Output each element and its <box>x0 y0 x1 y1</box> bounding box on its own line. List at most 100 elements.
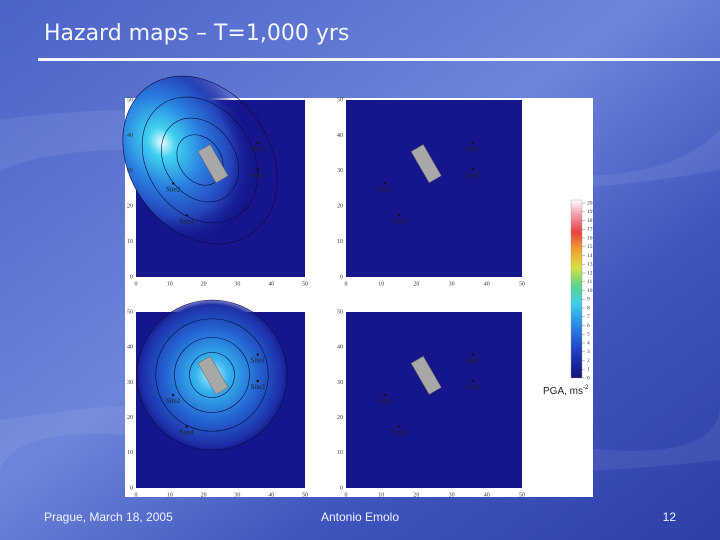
site-marker <box>383 182 386 185</box>
map: 00 10 10 20 20 30 30 40 40 50 50 Site1 Site2 Site3 Sit… <box>122 75 308 287</box>
contour <box>122 75 278 245</box>
site-marker <box>256 141 259 144</box>
x-tick-label: 40 <box>484 281 490 287</box>
colorbar-tick-label: 2 <box>587 358 590 364</box>
site-marker <box>171 182 175 185</box>
site-label: Site3 <box>250 383 265 391</box>
colorbar-tick-label: 1 <box>587 367 590 373</box>
x-tick-label: 50 <box>519 281 525 287</box>
site-marker <box>471 168 474 171</box>
x-tick-label: 30 <box>234 281 240 287</box>
colorbar-tick-label: 6 <box>587 323 590 329</box>
colorbar-tick-label: 14 <box>587 253 593 259</box>
x-tick-label: 30 <box>234 492 240 498</box>
y-tick-label: 40 <box>127 133 133 139</box>
x-tick-label: 40 <box>268 492 274 498</box>
colorbar <box>570 199 583 379</box>
colorbar-tick-label: 12 <box>587 270 593 276</box>
y-tick-label: 40 <box>337 133 343 139</box>
colorbar-tick-label: 5 <box>587 332 590 338</box>
y-tick-label: 20 <box>337 415 343 421</box>
x-tick-label: 40 <box>268 281 274 287</box>
colorbar-tick-label: 15 <box>587 244 593 250</box>
y-tick-label: 30 <box>337 168 343 174</box>
x-tick-label: 20 <box>201 281 207 287</box>
x-tick-label: 50 <box>302 492 308 498</box>
site-label: Site1 <box>466 145 481 153</box>
colorbar-tick-label: 3 <box>587 349 590 355</box>
site-marker <box>185 214 188 217</box>
fault <box>410 144 442 184</box>
x-tick-label: 10 <box>378 492 384 498</box>
site-marker <box>256 168 259 171</box>
y-tick-label: 10 <box>337 239 343 245</box>
colorbar-tick-label: 11 <box>587 279 593 285</box>
footer-center: Antonio Emolo <box>321 510 399 524</box>
map: 00 10 10 20 20 30 30 40 40 50 50 Site1 Site2 Site3 Sit… <box>337 97 525 287</box>
site-label: Site2 <box>378 186 393 194</box>
x-tick-label: 10 <box>378 281 384 287</box>
colorbar-tick-label: 0 <box>587 375 590 381</box>
y-tick-label: 0 <box>130 274 133 280</box>
y-tick-label: 30 <box>127 168 133 174</box>
colorbar-tick-label: 18 <box>587 218 593 224</box>
site-label: Site4 <box>180 429 195 437</box>
site-label: Site2 <box>166 186 181 194</box>
site-label: Site4 <box>392 429 407 437</box>
site-marker <box>397 214 400 217</box>
x-tick-label: 30 <box>449 492 455 498</box>
site-label: Site3 <box>466 171 481 179</box>
colorbar-tick-label: 16 <box>587 235 593 241</box>
fault <box>410 355 442 395</box>
x-tick-label: 50 <box>519 492 525 498</box>
site-marker <box>471 353 474 356</box>
colorbar-tick-label: 13 <box>587 262 593 268</box>
site-marker <box>383 393 386 397</box>
y-tick-label: 40 <box>127 345 133 351</box>
x-tick-label: 20 <box>201 492 207 498</box>
colorbar-tick-label: 7 <box>587 314 590 320</box>
site-label: Site1 <box>250 145 265 153</box>
contour <box>136 299 288 451</box>
colorbar-label-text: PGA, ms <box>543 386 583 397</box>
contour <box>161 117 239 203</box>
maps: 0010102020303040405050Site1Site2Site3Sit… <box>122 75 525 498</box>
fault <box>197 355 229 395</box>
colorbar-tick-label: 9 <box>587 297 590 303</box>
site-label: Site2 <box>378 397 393 405</box>
contour <box>189 352 235 398</box>
slide-title: Hazard maps – T=1,000 yrs <box>44 21 349 46</box>
map-area <box>346 100 522 277</box>
colorbar-label-exponent: -2 <box>583 385 589 391</box>
x-tick-label: 0 <box>135 492 138 498</box>
y-tick-label: 50 <box>337 309 343 315</box>
colorbar-tick-label: 20 <box>587 200 593 206</box>
y-tick-label: 30 <box>337 380 343 386</box>
x-tick-label: 0 <box>135 281 138 287</box>
x-tick-label: 10 <box>167 492 173 498</box>
colorbar-tick-label: 19 <box>587 209 593 215</box>
site-label: Site3 <box>466 383 481 391</box>
y-tick-label: 10 <box>127 450 133 456</box>
x-tick-label: 0 <box>345 281 348 287</box>
site-label: Site1 <box>250 357 265 365</box>
x-tick-label: 50 <box>302 281 308 287</box>
y-tick-label: 30 <box>127 380 133 386</box>
site-marker <box>471 141 474 144</box>
footer-left: Prague, March 18, 2005 <box>44 510 173 524</box>
footer-right: 12 <box>663 510 677 524</box>
x-tick-label: 30 <box>449 281 455 287</box>
colorbar-label: PGA, ms-2 <box>543 385 589 397</box>
fault <box>197 144 229 184</box>
y-tick-label: 0 <box>130 485 133 491</box>
y-tick-label: 0 <box>340 274 343 280</box>
map-area <box>346 312 522 488</box>
colorbar-tick-label: 17 <box>587 227 593 233</box>
y-tick-label: 20 <box>337 204 343 210</box>
contour <box>174 337 250 413</box>
colorbar-tick-label: 4 <box>587 340 590 346</box>
site-marker <box>256 379 259 383</box>
